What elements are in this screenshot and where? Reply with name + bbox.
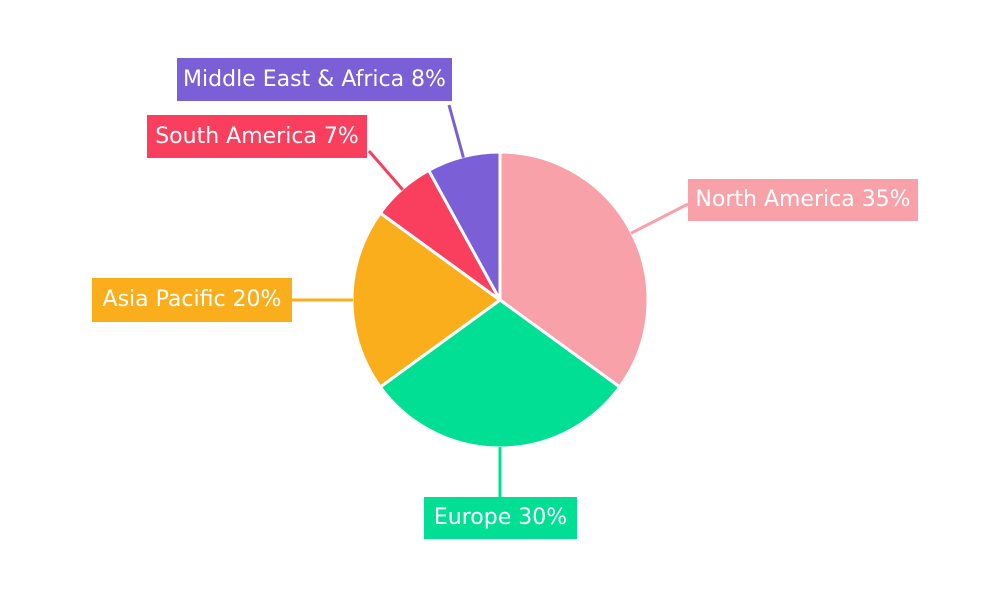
pie-label-text: Europe 30%: [433, 505, 568, 530]
leader-line-south-america: [367, 150, 404, 191]
pie-label-text: Asia Pacific 20%: [102, 287, 282, 312]
pie-label-middle-east-africa[interactable]: Middle East & Africa 8%: [177, 58, 452, 101]
leader-line-north-america: [630, 202, 689, 235]
pie-label-asia-pacific[interactable]: Asia Pacific 20%: [92, 278, 292, 322]
pie-label-text: Middle East & Africa 8%: [183, 66, 446, 92]
pie-label-text: North America 35%: [695, 187, 911, 212]
pie-label-europe[interactable]: Europe 30%: [424, 497, 577, 539]
pie-label-north-america[interactable]: North America 35%: [688, 179, 918, 221]
pie-label-south-america[interactable]: South America 7%: [147, 115, 367, 158]
leader-line-middle-east-africa: [447, 104, 465, 159]
pie-label-text: South America 7%: [155, 123, 359, 149]
